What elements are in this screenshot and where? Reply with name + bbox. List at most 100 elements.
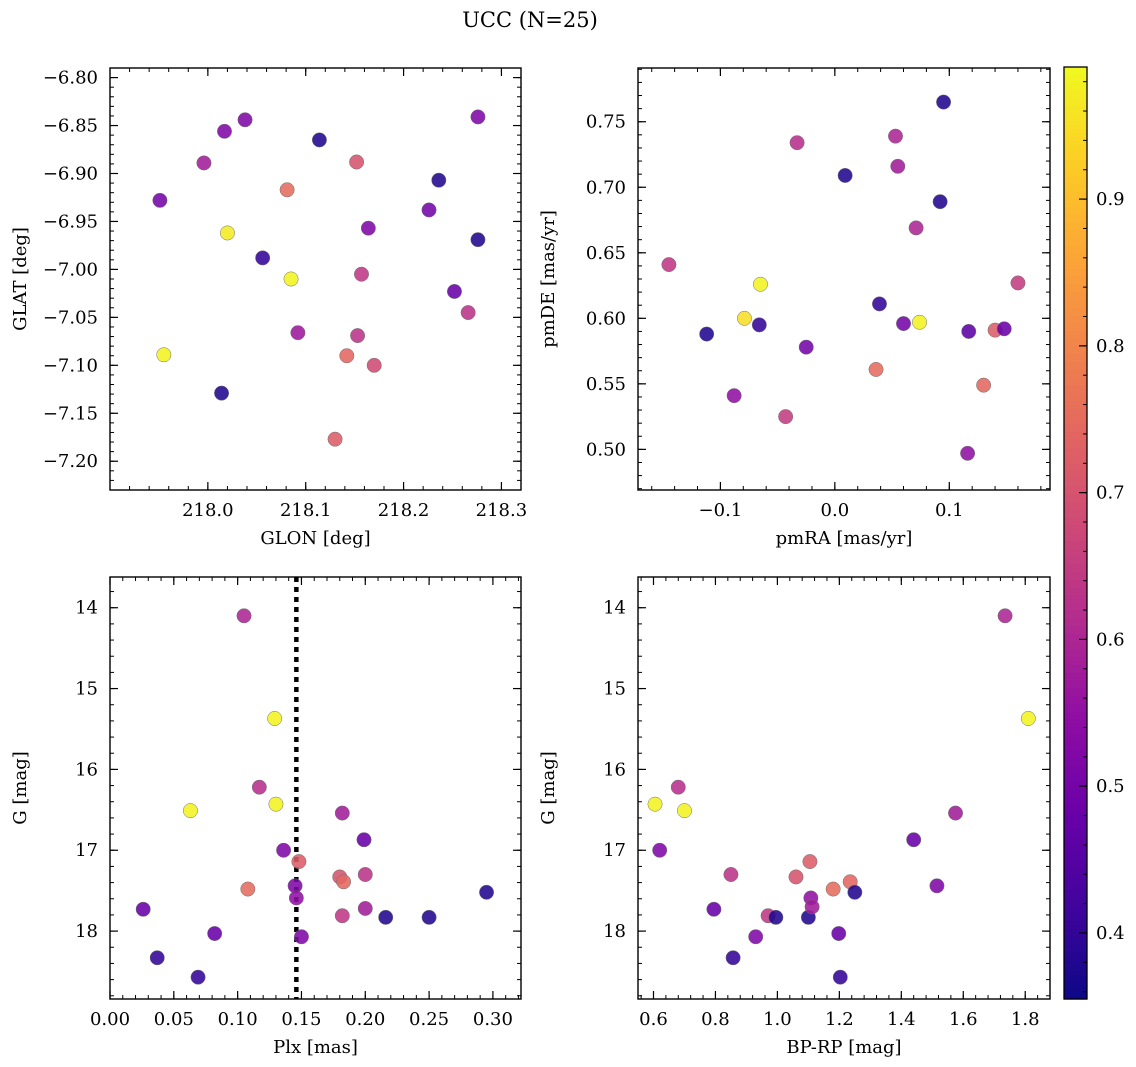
data-point	[936, 94, 952, 110]
colorbar-tick-label: 0.4	[1096, 923, 1125, 944]
y-tick-label: 15	[603, 679, 626, 700]
colorbar-segment	[1064, 602, 1087, 612]
data-point	[804, 899, 820, 915]
colorbar-segment	[1064, 315, 1087, 324]
colorbar-segment	[1064, 540, 1087, 550]
data-point	[825, 881, 841, 897]
x-tick-label: 218.1	[280, 500, 332, 521]
y-tick-label: 14	[75, 598, 98, 619]
colorbar-segment	[1064, 587, 1087, 596]
data-point	[479, 884, 494, 900]
data-point	[751, 317, 767, 333]
x-tick-label: 0.15	[281, 1009, 321, 1030]
colorbar-segment	[1064, 292, 1087, 301]
colorbar-tick-label: 0.9	[1096, 189, 1125, 210]
colorbar-segment	[1064, 711, 1087, 720]
y-tick-label: 0.65	[586, 243, 626, 264]
data-point	[156, 347, 172, 363]
colorbar-segment	[1064, 276, 1087, 286]
colorbar-segment	[1064, 758, 1087, 767]
data-point	[421, 202, 437, 218]
data-point	[354, 266, 369, 282]
data-point	[149, 950, 165, 966]
data-point	[431, 172, 447, 188]
colorbar-segment	[1064, 626, 1087, 635]
colorbar-segment	[1064, 851, 1087, 860]
data-point	[334, 908, 350, 924]
data-point	[798, 339, 814, 355]
colorbar-segment	[1064, 960, 1087, 969]
colorbar-segment	[1064, 773, 1087, 783]
panels: 218.0 218.1 218.2 218.3 −6.80 −6.85 −6.90 −6.95…	[10, 67, 1051, 1058]
colorbar-segment	[1064, 82, 1087, 91]
axes-frame	[637, 67, 1051, 491]
y-tick-label: 16	[603, 759, 626, 780]
x-tick-label: 1.4	[887, 1009, 916, 1030]
y-tick-label: 0.70	[586, 177, 626, 198]
data-point	[670, 779, 686, 795]
colorbar-segment	[1064, 222, 1087, 231]
data-point	[290, 325, 306, 341]
colorbar-segment	[1064, 183, 1087, 192]
x-tick-label: 218.2	[378, 500, 430, 521]
colorbar-segment	[1064, 509, 1087, 519]
colorbar-segment	[1064, 672, 1087, 682]
colorbar-segment	[1064, 750, 1087, 759]
colorbar-segment	[1064, 835, 1087, 845]
colorbar-segment	[1064, 859, 1087, 868]
data-point	[196, 155, 212, 171]
colorbar-segment	[1064, 820, 1087, 829]
y-tick-label: −7.05	[43, 307, 98, 328]
data-point	[267, 711, 283, 726]
colorbar-segment	[1064, 393, 1087, 402]
data-point	[789, 135, 805, 151]
colorbar-segment	[1064, 967, 1087, 977]
data-point	[470, 232, 486, 248]
colorbar-segment	[1064, 74, 1087, 84]
data-point	[350, 328, 366, 344]
colorbar-segment	[1064, 307, 1087, 317]
data-point	[788, 869, 804, 885]
x-tick-label: 0.00	[90, 1009, 130, 1030]
x-tick-label: 0.6	[639, 1009, 668, 1030]
colorbar-segment	[1064, 129, 1087, 138]
colorbar-segment	[1064, 261, 1087, 270]
data-point	[378, 909, 394, 925]
colorbar-segment	[1064, 284, 1087, 293]
colorbar-tick-label: 0.5	[1096, 776, 1125, 797]
colorbar-segment	[1064, 501, 1087, 511]
colorbar-segment	[1064, 253, 1087, 262]
colorbar-segment	[1064, 929, 1087, 938]
colorbar-segment	[1064, 470, 1087, 480]
y-tick-label: −7.15	[43, 403, 98, 424]
colorbar-segment	[1064, 548, 1087, 557]
colorbar-segment	[1064, 245, 1087, 254]
colorbar-segment	[1064, 408, 1087, 418]
colorbar-segment	[1064, 913, 1087, 922]
data-point	[135, 901, 151, 917]
data-point	[190, 969, 206, 985]
colorbar-segment	[1064, 362, 1087, 371]
data-point	[706, 901, 722, 917]
data-point	[912, 314, 927, 330]
data-point	[334, 805, 350, 821]
y-tick-label: −6.95	[43, 211, 98, 232]
colorbar-segment	[1064, 633, 1087, 643]
panel-pmra-pmde: −0.1 0.0 0.1 0.50 0.55 0.60 0.65 0.70 0.75 pmRA […	[538, 67, 1051, 549]
y-axis-label: G [mag]	[538, 751, 559, 824]
data-point	[291, 854, 307, 870]
colorbar-segment	[1064, 494, 1087, 503]
data-point	[447, 284, 462, 299]
colorbar-segment	[1064, 905, 1087, 915]
data-point	[748, 929, 764, 945]
data-point	[339, 348, 355, 364]
colorbar-segment	[1064, 766, 1087, 775]
y-tick-label: −6.80	[43, 68, 98, 89]
colorbar-segment	[1064, 944, 1087, 953]
colorbar-segment	[1064, 121, 1087, 130]
data-point	[460, 305, 476, 321]
data-point	[349, 154, 365, 170]
x-axis-label: pmRA [mas/yr]	[776, 528, 913, 549]
x-tick-label: 0.1	[935, 500, 964, 521]
colorbar-segment	[1064, 719, 1087, 728]
